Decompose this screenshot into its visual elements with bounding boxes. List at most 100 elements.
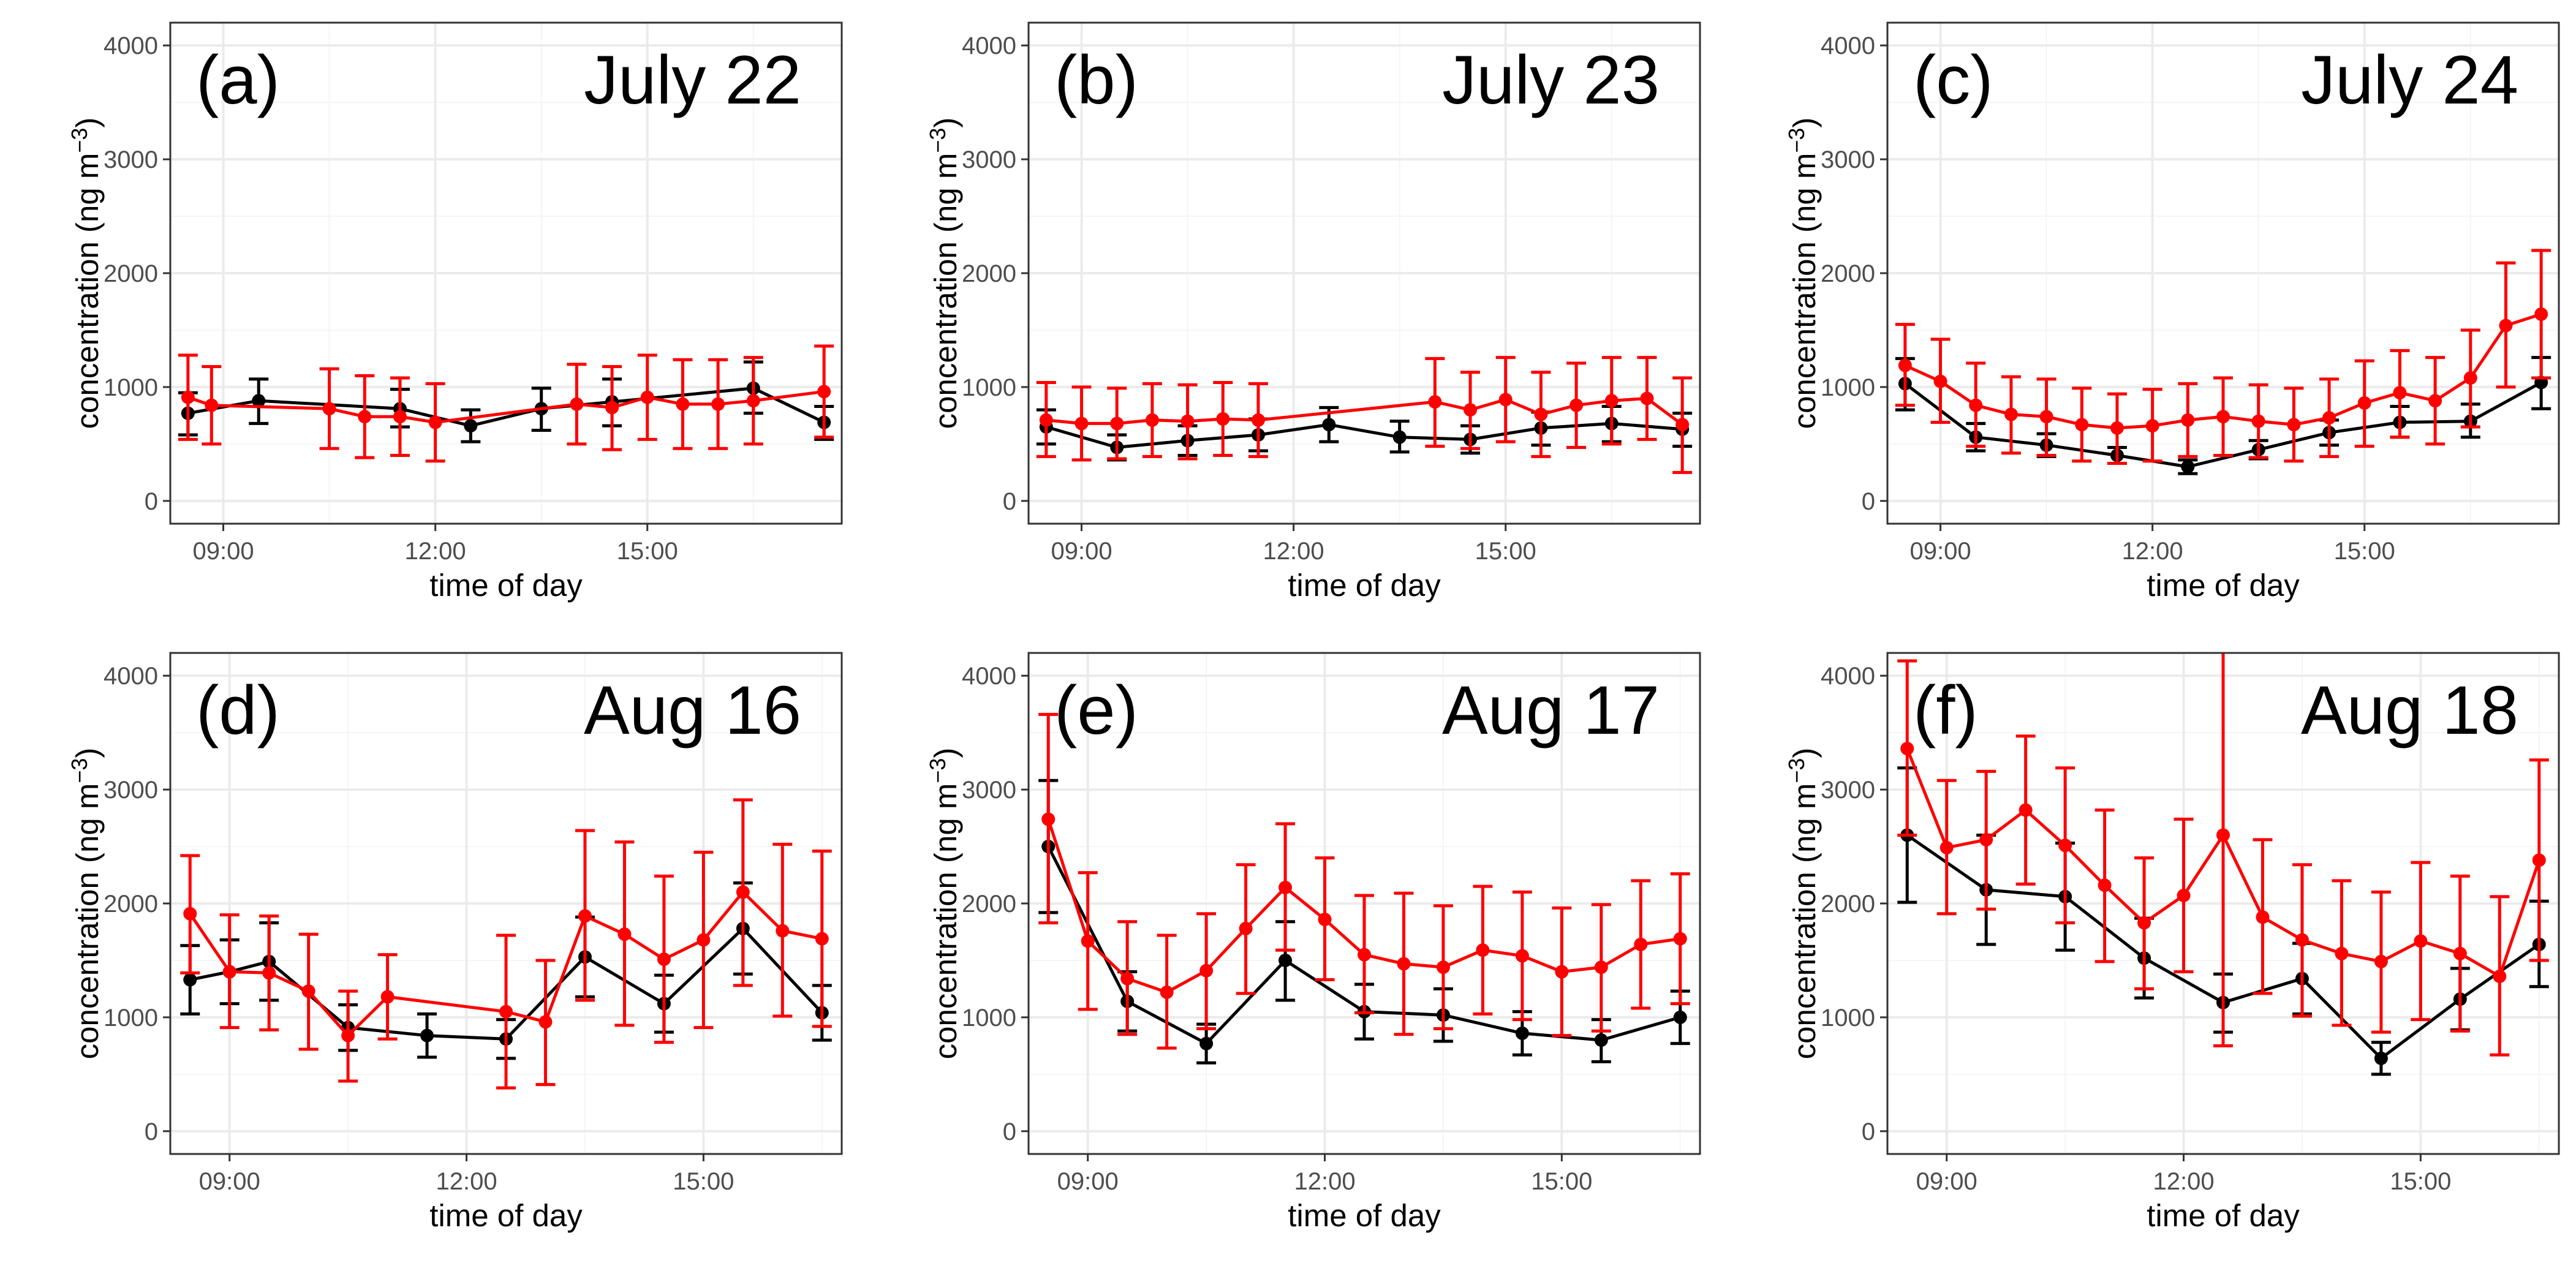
x-tick-label: 12:00 [1263, 538, 1324, 565]
data-point [2004, 407, 2018, 421]
y-tick-label: 3000 [1821, 777, 1875, 804]
data-point [499, 1005, 513, 1019]
x-tick-label: 12:00 [1294, 1168, 1355, 1195]
data-point [2019, 803, 2033, 817]
data-point [2098, 878, 2112, 892]
data-point [2216, 828, 2230, 842]
chart-panel: 0 1000 2000 3000 4000 09:00 12:00 15:00 time of … [1784, 21, 2560, 603]
data-point [2532, 853, 2546, 867]
y-tick-label: 4000 [962, 663, 1016, 690]
y-tick-label: 1000 [962, 1005, 1016, 1031]
y-tick-label: 3000 [962, 146, 1016, 173]
y-tick-label: 0 [145, 1118, 158, 1145]
data-point [1392, 430, 1407, 444]
data-point [1673, 1010, 1687, 1024]
data-point [1358, 948, 1371, 962]
data-point [322, 402, 336, 416]
chart-panel: 0 1000 2000 3000 4000 09:00 12:00 15:00 time of … [925, 652, 1701, 1233]
panel-letter: (d) [196, 672, 280, 748]
data-point [2295, 933, 2309, 947]
data-point [181, 390, 195, 404]
data-point [1933, 374, 1947, 388]
data-point [2493, 969, 2507, 983]
x-tick-label: 12:00 [2122, 538, 2183, 565]
gridlines [170, 653, 842, 1154]
y-tick-label: 1000 [104, 1005, 158, 1031]
data-point [2374, 1051, 2388, 1065]
data-point [252, 394, 266, 408]
data-point [1239, 921, 1253, 935]
data-point [2137, 916, 2151, 930]
data-point [393, 410, 407, 424]
data-point [1436, 960, 1450, 975]
data-point [1216, 412, 1230, 426]
data-point [2453, 946, 2467, 960]
data-layer [1895, 249, 2551, 475]
x-tick-label: 09:00 [1916, 1168, 1977, 1195]
x-axis-title: time of day [429, 1198, 583, 1233]
gridlines [1029, 23, 1700, 524]
data-layer [178, 344, 834, 463]
x-axis-title: time of day [2147, 1198, 2300, 1233]
data-point [1464, 403, 1478, 417]
series [1036, 356, 1693, 474]
y-tick-label: 4000 [104, 32, 158, 59]
data-point [2075, 418, 2089, 432]
y-tick-label: 4000 [104, 663, 158, 690]
panel-title: July 23 [1442, 42, 1660, 118]
data-point [1640, 391, 1654, 405]
data-point [1594, 1033, 1608, 1047]
gridlines [170, 23, 842, 524]
series [1897, 653, 2549, 1057]
x-tick-label: 15:00 [673, 1168, 734, 1195]
data-point [380, 990, 395, 1004]
data-point [1969, 398, 1983, 412]
data-point [640, 390, 654, 404]
data-point [183, 907, 197, 921]
data-point [1041, 812, 1056, 826]
x-axis-title: time of day [429, 568, 583, 603]
x-tick-label: 09:00 [192, 538, 254, 565]
data-point [183, 973, 197, 987]
data-point [2145, 419, 2159, 433]
x-tick-label: 15:00 [2334, 538, 2395, 565]
data-point [1428, 395, 1442, 409]
data-point [1110, 417, 1124, 431]
panel-letter: (c) [1913, 42, 1993, 118]
data-point [736, 885, 750, 899]
data-point [1318, 913, 1332, 927]
y-tick-label: 2000 [962, 891, 1016, 918]
data-point [657, 952, 671, 967]
x-tick-label: 09:00 [1057, 1168, 1119, 1195]
data-point [2110, 421, 2124, 435]
y-tick-label: 3000 [962, 777, 1016, 804]
data-point [1397, 957, 1411, 971]
data-point [2216, 410, 2230, 424]
y-tick-label: 0 [1862, 1118, 1875, 1145]
y-tick-label: 4000 [1821, 663, 1875, 690]
x-tick-label: 12:00 [405, 538, 466, 565]
data-point [2256, 910, 2270, 924]
data-point [1898, 358, 1912, 372]
data-point [817, 385, 831, 399]
data-point [1322, 418, 1336, 432]
y-tick-label: 2000 [962, 260, 1016, 287]
series [1895, 249, 2551, 465]
data-point [2177, 888, 2191, 902]
series [178, 344, 834, 463]
y-tick-label: 1000 [1821, 374, 1875, 401]
data-point [464, 419, 478, 433]
data-point [697, 933, 711, 947]
data-point [1634, 937, 1648, 951]
data-point [676, 397, 690, 411]
chart-panel: 0 1000 2000 3000 4000 09:00 12:00 15:00 time of … [925, 21, 1701, 603]
data-point [711, 397, 725, 411]
data-point [1604, 394, 1618, 408]
chart-panel: 0 1000 2000 3000 4000 09:00 12:00 15:00 time of … [67, 652, 843, 1233]
data-point [1498, 393, 1513, 407]
data-point [2414, 934, 2428, 948]
panel-title: July 22 [584, 42, 801, 118]
y-tick-label: 1000 [1821, 1005, 1875, 1031]
x-tick-label: 09:00 [1051, 538, 1112, 565]
